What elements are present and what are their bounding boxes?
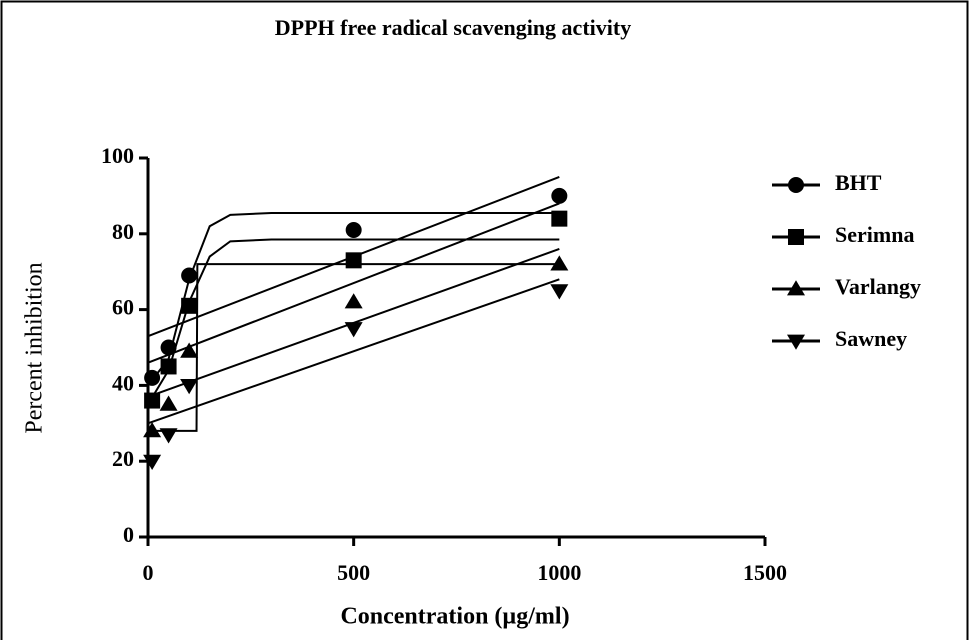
marker (180, 379, 199, 395)
marker (787, 280, 805, 296)
marker (143, 422, 162, 438)
marker (551, 210, 568, 227)
marker (160, 339, 177, 356)
x-tick-label: 1000 (537, 560, 581, 585)
fit-line (147, 278, 560, 425)
marker (144, 369, 161, 386)
chart-title: DPPH free radical scavenging activity (275, 15, 631, 40)
marker (551, 187, 568, 204)
legend-label: Varlangy (835, 274, 921, 299)
marker (159, 395, 178, 411)
x-tick-label: 1500 (743, 560, 787, 585)
legend-label: BHT (835, 170, 882, 195)
y-tick-label: 0 (123, 522, 134, 547)
marker (180, 342, 199, 358)
fit-line (148, 263, 560, 432)
legend-label: Sawney (835, 326, 907, 351)
y-tick-label: 80 (112, 219, 134, 244)
marker (550, 284, 569, 300)
y-tick-label: 60 (112, 295, 134, 320)
marker (344, 322, 363, 338)
marker (787, 334, 805, 350)
marker (159, 428, 178, 444)
marker (160, 358, 177, 375)
marker (788, 177, 804, 193)
marker (181, 297, 198, 314)
marker (345, 222, 362, 239)
marker (788, 229, 804, 245)
y-tick-label: 100 (101, 143, 134, 168)
fit-line (147, 202, 560, 364)
marker (344, 293, 363, 309)
y-tick-label: 20 (112, 446, 134, 471)
marker (550, 255, 569, 271)
marker (345, 252, 362, 269)
x-tick-label: 0 (143, 560, 154, 585)
marker (144, 392, 161, 409)
y-tick-label: 40 (112, 370, 134, 395)
legend-label: Serimna (835, 222, 914, 247)
marker (143, 454, 162, 470)
x-axis-label: Concentration (µg/ml) (340, 604, 569, 630)
y-axis-label: Percent inhibition (22, 262, 48, 433)
marker (181, 267, 198, 284)
x-tick-label: 500 (337, 560, 370, 585)
